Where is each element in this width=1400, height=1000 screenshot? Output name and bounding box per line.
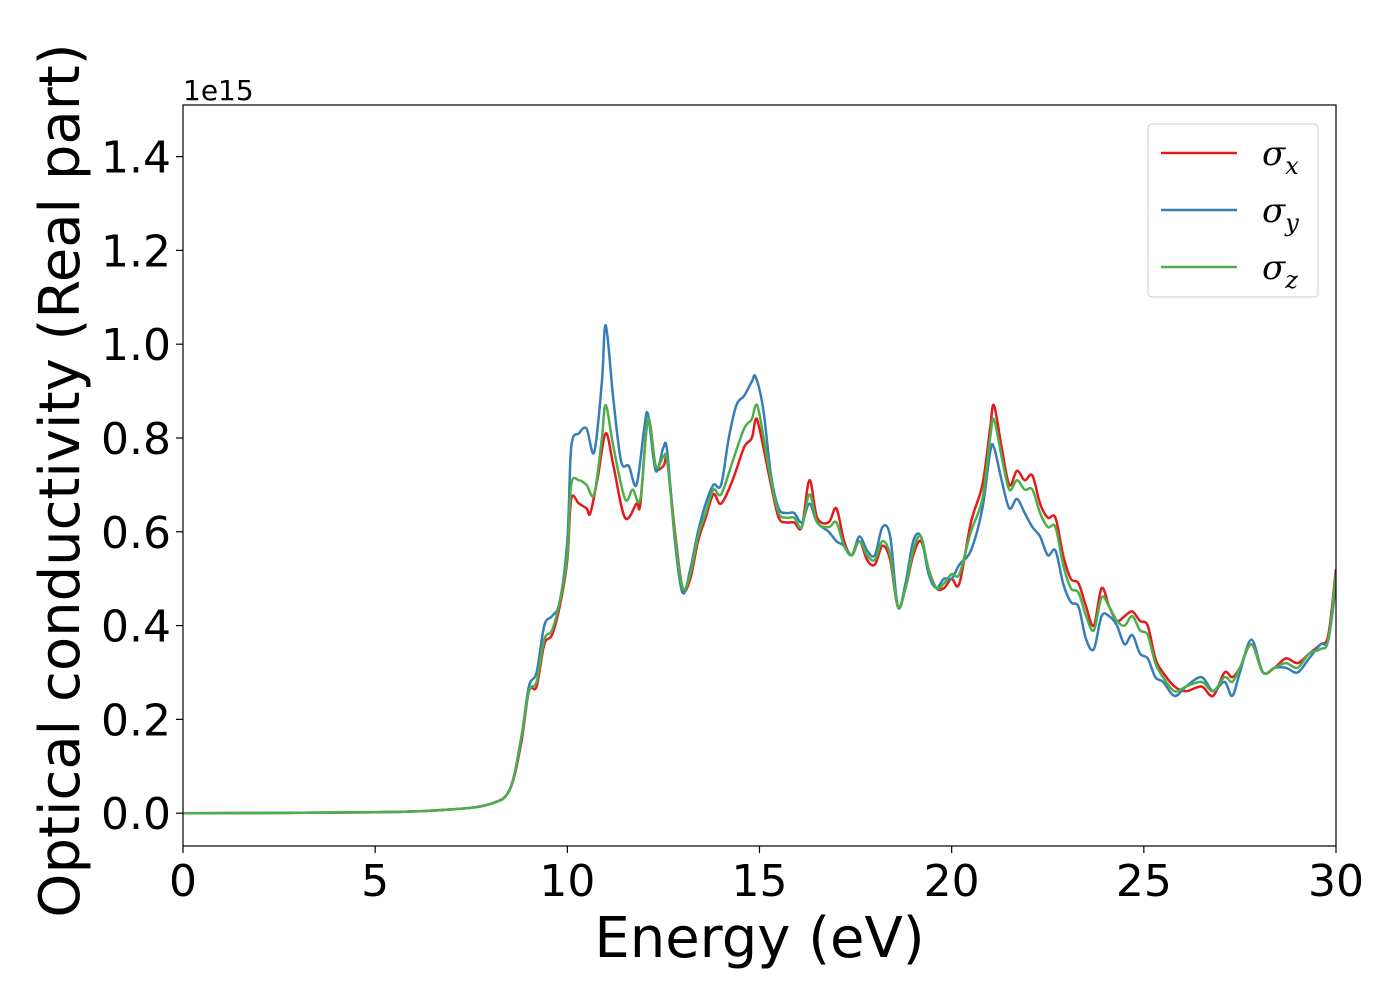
legend-label-y: σy bbox=[1262, 191, 1299, 237]
y-tick-label: 1.2 bbox=[101, 226, 171, 277]
x-axis-label: Energy (eV) bbox=[594, 906, 924, 971]
x-axis-ticks: 0 5 10 15 20 25 30 bbox=[169, 846, 1364, 907]
y-tick-label: 0.2 bbox=[101, 695, 171, 746]
x-tick-label: 20 bbox=[924, 856, 980, 907]
x-tick-label: 15 bbox=[732, 856, 788, 907]
x-tick-label: 30 bbox=[1308, 856, 1364, 907]
legend: σx σy σz bbox=[1147, 123, 1319, 298]
x-tick-label: 0 bbox=[169, 856, 197, 907]
x-tick-label: 5 bbox=[361, 856, 389, 907]
y-axis-label: Optical conductivity (Real part) bbox=[28, 43, 93, 917]
legend-label-x: σx bbox=[1262, 134, 1299, 180]
y-axis-offset-label: 1e15 bbox=[183, 74, 254, 107]
y-tick-label: 0.4 bbox=[101, 602, 171, 653]
y-tick-label: 1.0 bbox=[101, 320, 171, 371]
y-axis-ticks: 0.0 0.2 0.4 0.6 0.8 1.0 1.2 1.4 bbox=[101, 133, 183, 840]
x-tick-label: 10 bbox=[539, 856, 595, 907]
series-line-x bbox=[183, 403, 1336, 815]
y-tick-label: 0.6 bbox=[101, 508, 171, 559]
series-line-y bbox=[183, 324, 1336, 815]
y-tick-label: 1.4 bbox=[101, 133, 171, 184]
series-line-z bbox=[183, 403, 1336, 815]
plot-area bbox=[183, 105, 1336, 846]
y-tick-label: 0.0 bbox=[101, 789, 171, 840]
series-layer bbox=[183, 324, 1336, 815]
legend-label-z: σz bbox=[1262, 248, 1298, 294]
y-tick-label: 0.8 bbox=[101, 414, 171, 465]
x-tick-label: 25 bbox=[1116, 856, 1172, 907]
